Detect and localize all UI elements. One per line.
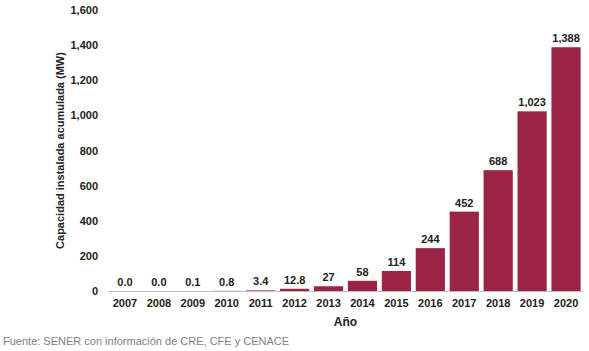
- x-tick-label: 2015: [384, 297, 408, 309]
- bar: [348, 281, 377, 291]
- data-label: 58: [356, 266, 368, 278]
- x-axis-line: [108, 291, 583, 292]
- data-label: 452: [455, 197, 473, 209]
- data-label: 0.8: [219, 276, 234, 288]
- bar: [551, 47, 580, 291]
- y-tick-label: 1,200: [70, 74, 98, 86]
- x-tick-label: 2013: [316, 297, 340, 309]
- y-tick-label: 600: [80, 180, 98, 192]
- x-tick-label: 2012: [282, 297, 306, 309]
- bar: [450, 212, 479, 291]
- x-tick-label: 2016: [418, 297, 442, 309]
- x-tick-label: 2017: [452, 297, 476, 309]
- x-tick-label: 2007: [113, 297, 137, 309]
- bar: [416, 248, 445, 291]
- y-tick-label: 800: [80, 145, 98, 157]
- x-tick-label: 2014: [350, 297, 375, 309]
- x-tick-label: 2018: [486, 297, 510, 309]
- data-label: 1,023: [518, 96, 546, 108]
- x-tick-label: 2008: [147, 297, 171, 309]
- x-tick-label: 2009: [181, 297, 205, 309]
- data-label: 27: [322, 271, 334, 283]
- bar: [484, 170, 513, 291]
- data-label: 0.0: [117, 276, 132, 288]
- data-label: 688: [489, 155, 507, 167]
- data-label: 0.0: [151, 276, 166, 288]
- y-tick-label: 0: [92, 285, 98, 297]
- bar: [518, 111, 547, 291]
- source-note: Fuente: SENER con información de CRE, CF…: [3, 335, 289, 347]
- data-label: 1,388: [552, 32, 580, 44]
- bar: [382, 271, 411, 291]
- x-tick-label: 2010: [215, 297, 239, 309]
- data-label: 12.8: [284, 274, 305, 286]
- x-axis-title: Año: [334, 315, 357, 329]
- data-label: 114: [388, 256, 407, 268]
- chart: 0 200 400 600 800 1,000 1,200 1,400 1,600 0.0 0.0 0…: [0, 0, 589, 351]
- y-axis-title: Capacidad instalada acumulada (MW): [54, 52, 66, 249]
- x-tick-label: 2020: [554, 297, 578, 309]
- x-tick-label: 2011: [249, 297, 273, 309]
- bar: [280, 289, 309, 291]
- y-tick-label: 400: [80, 215, 98, 227]
- data-label: 3.4: [253, 275, 269, 287]
- x-tick-label: 2019: [520, 297, 544, 309]
- data-label: 244: [421, 233, 440, 245]
- y-tick-label: 1,400: [70, 39, 98, 51]
- bar: [314, 286, 343, 291]
- y-tick-label: 1,600: [70, 4, 98, 16]
- y-tick-label: 1,000: [70, 109, 98, 121]
- y-tick-label: 200: [80, 250, 98, 262]
- data-label: 0.1: [185, 276, 200, 288]
